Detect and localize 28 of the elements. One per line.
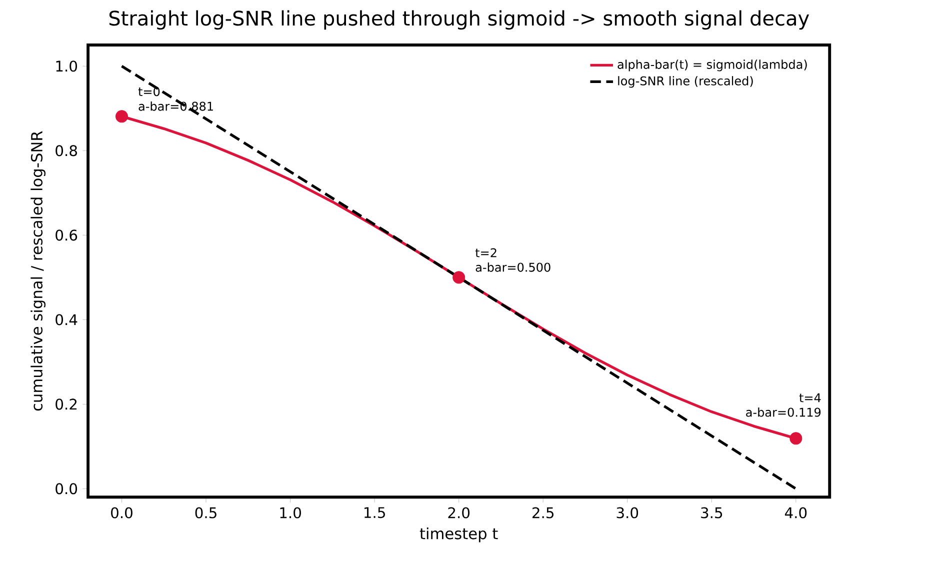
legend-label: alpha-bar(t) = sigmoid(lambda) — [618, 60, 807, 72]
y-tick-label: 0.2 — [56, 398, 77, 410]
y-tick-label: 1.0 — [56, 60, 78, 72]
x-tick-label: 4.0 — [784, 507, 807, 519]
point — [452, 271, 466, 284]
annotation: a-bar=0.500 — [476, 262, 550, 272]
annotation: a-bar=0.881 — [138, 102, 213, 112]
y-tick-label: 0.4 — [56, 314, 78, 326]
point — [790, 432, 802, 445]
x-tick-label: 0.0 — [111, 507, 132, 519]
annotation: t=4 — [799, 394, 821, 402]
x-tick-label: 3.0 — [616, 507, 638, 519]
x-tick-label: 1.0 — [280, 507, 301, 519]
annotation: t=2 — [475, 248, 496, 258]
y-tick-label: 0.8 — [56, 145, 77, 156]
x-axis-title: timestep t — [420, 528, 498, 543]
y-tick-label: 0.6 — [56, 230, 78, 241]
annotation: a-bar=0.119 — [746, 408, 821, 418]
chart-title: Straight log-SNR line pushed through sigmoid -> smooth signal decay — [109, 10, 810, 30]
x-tick-label: 1.5 — [364, 507, 385, 518]
legend-label: log-SNR line (rescaled) — [618, 76, 753, 88]
point — [115, 110, 128, 123]
x-tick-label: 3.5 — [701, 507, 722, 519]
y-axis-title: cumulative signal / rescaled log-SNR — [30, 131, 46, 411]
x-tick-label: 2.0 — [448, 507, 470, 519]
x-tick-label: 2.5 — [532, 507, 554, 519]
x-tick-label: 0.5 — [195, 507, 216, 519]
y-tick-label: 0.0 — [56, 483, 78, 494]
